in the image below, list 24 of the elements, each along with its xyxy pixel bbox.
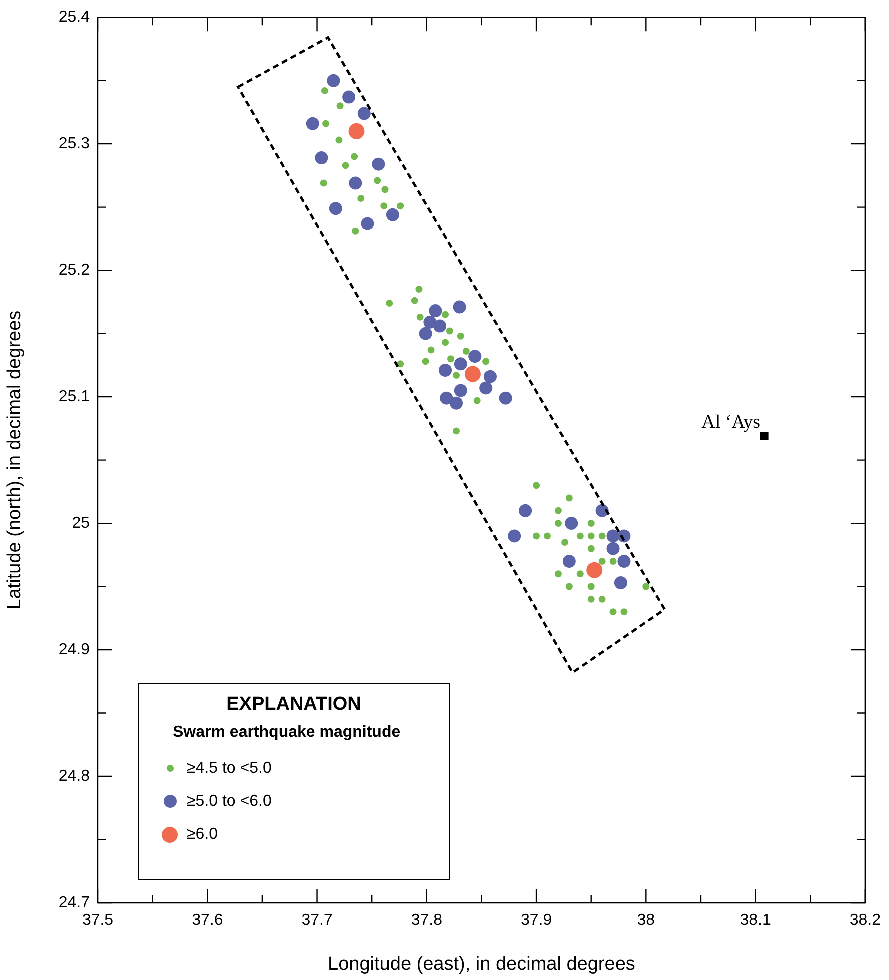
annotation: Al ‘Ays: [702, 412, 761, 433]
y-tick-label: 24.9: [58, 641, 90, 658]
y-tick-label: 25.4: [58, 9, 90, 26]
x-tick-label: 37.6: [192, 912, 224, 930]
y-tick-label: 24.7: [58, 894, 90, 912]
annotation: Swarm earthquake magnitude: [173, 724, 402, 742]
y-tick-label: 24.8: [58, 768, 90, 785]
x-tick-label: 37.8: [411, 912, 443, 930]
x-tick-label: 38.2: [850, 912, 882, 930]
legend-label: ≥6.0: [187, 826, 218, 844]
x-tick-label: 38: [637, 912, 656, 930]
y-axis-title: Latitude (north), in decimal degrees: [4, 310, 26, 610]
y-tick-label: 25.2: [58, 262, 90, 279]
y-tick-label: 25.1: [58, 388, 90, 406]
y-tick-label: 25.3: [58, 135, 90, 152]
x-axis-title: Longitude (east), in decimal degrees: [328, 954, 636, 975]
legend-label: ≥4.5 to <5.0: [187, 760, 272, 778]
x-tick-label: 37.9: [520, 912, 552, 930]
legend-title: EXPLANATION: [226, 694, 362, 716]
x-tick-label: 37.5: [82, 912, 114, 930]
x-tick-label: 37.7: [302, 912, 333, 930]
legend-label: ≥5.0 to <6.0: [187, 792, 272, 810]
x-tick-label: 38.1: [740, 912, 772, 930]
y-tick-label: 25: [72, 514, 90, 532]
